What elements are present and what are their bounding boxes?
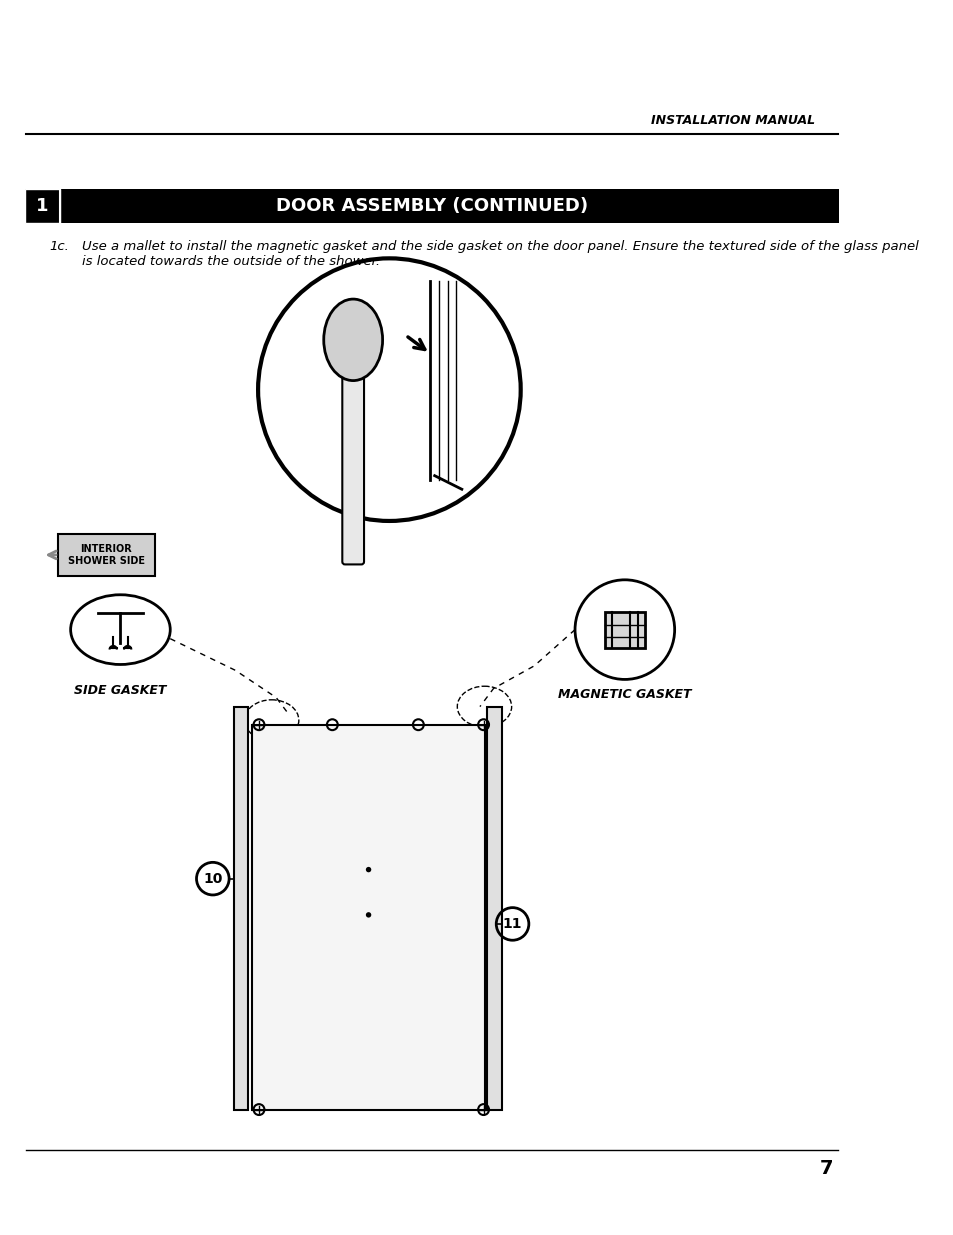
Text: INTERIOR
SHOWER SIDE: INTERIOR SHOWER SIDE — [68, 545, 145, 566]
FancyBboxPatch shape — [487, 706, 501, 1109]
Text: 11: 11 — [502, 916, 521, 931]
Text: 10: 10 — [203, 872, 222, 885]
Ellipse shape — [323, 299, 382, 380]
Text: INSTALLATION MANUAL: INSTALLATION MANUAL — [650, 114, 814, 127]
Text: SIDE GASKET: SIDE GASKET — [74, 684, 167, 697]
FancyBboxPatch shape — [26, 189, 838, 224]
FancyBboxPatch shape — [342, 359, 364, 564]
Circle shape — [365, 867, 371, 872]
Text: 1c.: 1c. — [50, 241, 70, 253]
Circle shape — [365, 913, 371, 918]
FancyBboxPatch shape — [604, 611, 644, 647]
FancyBboxPatch shape — [252, 725, 485, 1109]
FancyBboxPatch shape — [233, 706, 248, 1109]
Text: 7: 7 — [819, 1160, 832, 1178]
Text: MAGNETIC GASKET: MAGNETIC GASKET — [558, 688, 691, 701]
Text: Use a mallet to install the magnetic gasket and the side gasket on the door pane: Use a mallet to install the magnetic gas… — [81, 241, 918, 268]
Text: 1: 1 — [36, 196, 49, 215]
FancyBboxPatch shape — [58, 534, 154, 577]
FancyBboxPatch shape — [26, 189, 60, 224]
Text: DOOR ASSEMBLY (CONTINUED): DOOR ASSEMBLY (CONTINUED) — [275, 196, 587, 215]
